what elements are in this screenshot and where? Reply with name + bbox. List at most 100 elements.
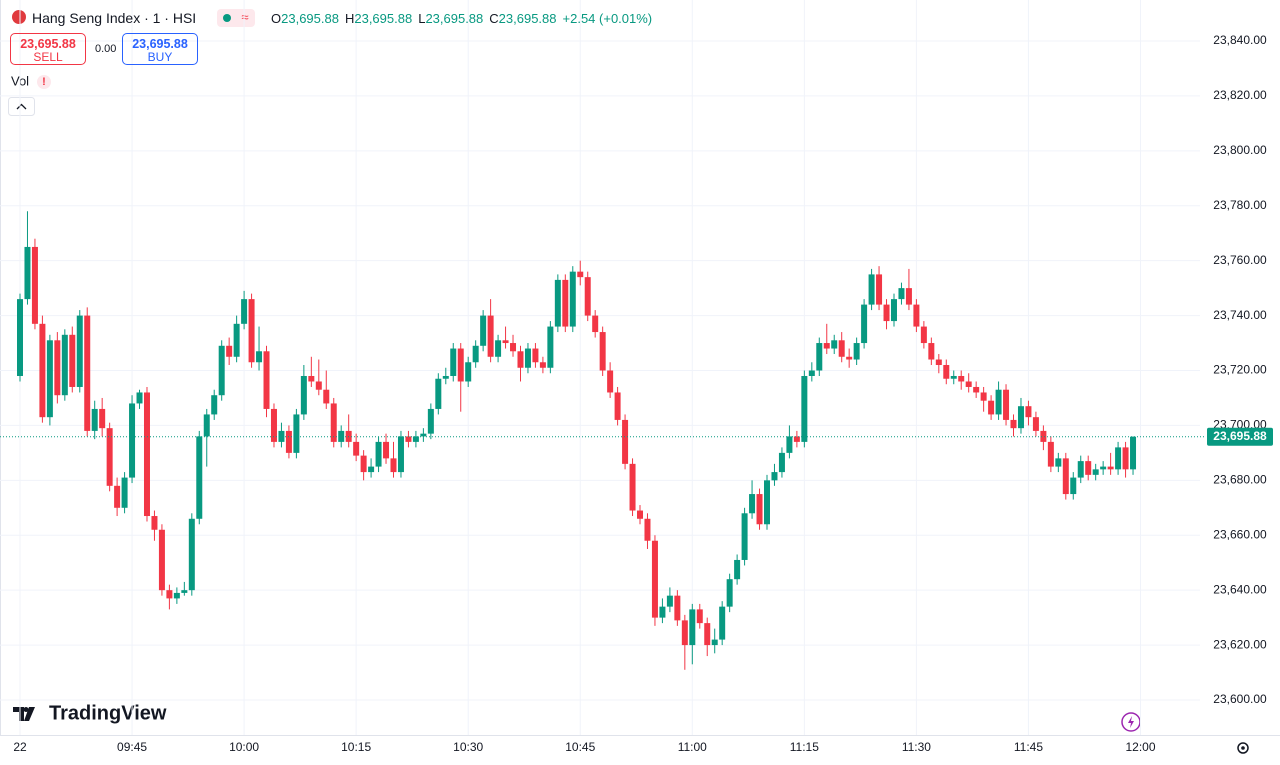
candle-body	[106, 428, 113, 486]
candle-body	[749, 494, 756, 514]
candle-body	[114, 485, 121, 508]
buy-button[interactable]: 23,695.88 BUY	[122, 33, 198, 65]
buy-price: 23,695.88	[132, 37, 188, 51]
candle-body	[950, 375, 957, 379]
warning-mark: !	[42, 76, 46, 88]
candle-body	[510, 343, 517, 352]
candle-body	[480, 315, 487, 346]
candle-body	[651, 540, 658, 618]
candle-body	[143, 392, 150, 517]
candle-body	[577, 271, 584, 278]
candle-body	[31, 246, 38, 324]
candle-body	[61, 334, 68, 396]
candle-body	[368, 466, 375, 473]
x-tick-label: 22	[13, 740, 27, 754]
candle-body	[300, 375, 307, 415]
candle-body	[868, 274, 875, 305]
candle-body	[988, 400, 995, 415]
candle-body	[270, 408, 277, 442]
x-tick-label: 10:45	[565, 740, 595, 754]
y-tick-label: 23,620.00	[1213, 637, 1267, 651]
candle-body	[846, 356, 853, 360]
candle-body	[54, 340, 61, 396]
candle-body	[99, 408, 106, 429]
candle-body	[256, 351, 263, 363]
candle-body	[24, 246, 31, 300]
y-tick-label: 23,720.00	[1213, 363, 1267, 377]
candle-body	[569, 271, 576, 327]
candle-body	[905, 288, 912, 305]
x-tick-label: 11:15	[790, 740, 819, 754]
candle-body	[450, 348, 457, 376]
status-badge[interactable]	[217, 9, 255, 27]
buy-label: BUY	[147, 50, 173, 64]
settings-button[interactable]	[1237, 742, 1249, 754]
candle-body	[1017, 406, 1024, 429]
candle-body	[831, 340, 838, 349]
candle-body	[211, 395, 218, 415]
candle-body	[764, 480, 770, 525]
candle-body	[666, 595, 673, 607]
candle-body	[861, 304, 868, 344]
candle-body	[816, 343, 823, 371]
candle-body	[681, 620, 688, 646]
candle-body	[457, 348, 464, 382]
candle-body	[1077, 461, 1084, 478]
candle-body	[17, 299, 23, 376]
candle-body	[151, 516, 158, 530]
collapse-button[interactable]	[8, 97, 35, 116]
spread: 0.00	[95, 43, 117, 55]
candle-body	[338, 430, 345, 442]
candle-body	[614, 392, 621, 420]
candle-body	[1100, 466, 1107, 470]
candle-body	[547, 326, 554, 368]
candle-body	[173, 592, 180, 599]
candle-body	[397, 436, 404, 473]
candle-body	[136, 392, 143, 404]
candle-body	[517, 351, 524, 368]
candle-body	[330, 403, 337, 442]
candle-body	[935, 359, 942, 366]
candle-body	[502, 340, 509, 344]
y-tick-label: 23,780.00	[1213, 198, 1267, 212]
candle-body	[995, 389, 1002, 415]
candle-body	[838, 340, 845, 357]
candle-body	[226, 345, 233, 357]
candle-body	[704, 623, 711, 646]
candle-body	[487, 315, 494, 357]
legend-key: C	[489, 10, 499, 26]
candle-body	[323, 389, 330, 404]
candle-body	[808, 370, 815, 376]
candle-body	[599, 332, 606, 371]
candle-body	[46, 340, 53, 418]
candle-body	[129, 403, 136, 478]
y-tick-label: 23,760.00	[1213, 253, 1267, 267]
symbol-icon	[12, 10, 26, 24]
candle-body	[524, 348, 531, 368]
candle-body	[465, 362, 472, 382]
warning-icon	[37, 75, 51, 89]
logo-text: TradingView	[49, 702, 167, 724]
x-tick-label: 11:30	[902, 740, 931, 754]
logo-icon	[13, 707, 35, 721]
candle-body	[1085, 461, 1092, 475]
sell-button[interactable]: 23,695.88 SELL	[10, 33, 86, 65]
candle-body	[412, 436, 419, 442]
candle-body	[823, 343, 830, 349]
sell-price: 23,695.88	[20, 37, 76, 51]
market-open-dot	[223, 14, 231, 22]
symbol-title[interactable]: Hang Seng Index · 1 · HSI	[32, 10, 197, 26]
y-tick-label: 23,800.00	[1213, 143, 1267, 157]
candle-body	[1130, 436, 1137, 470]
candle-body	[1040, 430, 1047, 442]
candle-body	[965, 381, 972, 387]
legend-value: 23,695.88	[354, 10, 413, 26]
legend-change: +2.54 (+0.01%)	[562, 10, 653, 26]
candle-body	[166, 590, 173, 599]
candle-body	[1025, 406, 1032, 418]
legend-value: 23,695.88	[281, 10, 339, 26]
candle-body	[756, 494, 763, 525]
candle-body	[420, 433, 427, 437]
candle-body	[883, 304, 890, 322]
